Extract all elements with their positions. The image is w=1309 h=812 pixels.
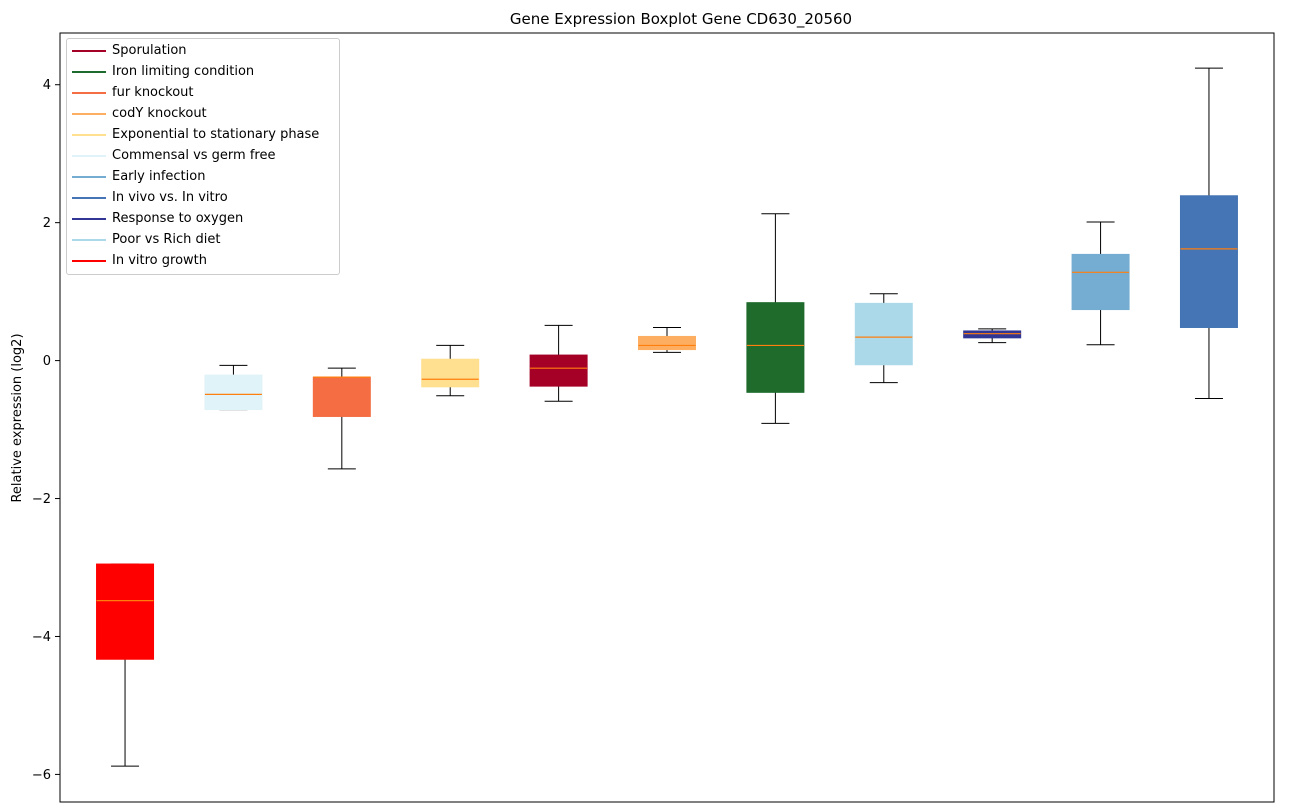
box-iqr — [746, 302, 805, 393]
y-tick-label: −6 — [32, 768, 51, 783]
legend-item: In vitro growth — [67, 251, 339, 272]
legend-label: codY knockout — [112, 106, 207, 121]
legend-label: In vitro growth — [112, 253, 207, 268]
legend-item: Exponential to stationary phase — [67, 125, 339, 146]
legend-swatch — [72, 176, 106, 178]
y-tick-label: −2 — [32, 492, 51, 507]
box-fur-knockout — [312, 367, 371, 470]
legend-label: Exponential to stationary phase — [112, 127, 320, 142]
legend-item: Response to oxygen — [67, 209, 339, 230]
legend-label: In vivo vs. In vitro — [112, 190, 228, 205]
y-tick-label: 4 — [43, 78, 51, 93]
box-in-vitro-growth — [96, 563, 155, 767]
y-tick-label: 0 — [43, 354, 51, 369]
box-iqr — [638, 335, 696, 351]
box-cody-knockout — [638, 326, 696, 353]
legend-label: Poor vs Rich diet — [112, 232, 221, 247]
legend-item: Sporulation — [67, 41, 339, 62]
box-iqr — [963, 330, 1022, 339]
box-iqr — [96, 563, 155, 660]
legend-label: Sporulation — [112, 43, 187, 58]
box-iron-limiting-condition — [746, 213, 805, 424]
box-iqr — [1179, 195, 1238, 328]
legend-swatch — [72, 260, 106, 262]
legend-swatch — [72, 50, 106, 52]
legend-item: codY knockout — [67, 104, 339, 125]
legend-swatch — [72, 197, 106, 199]
y-axis-label: Relative expression (log2) — [10, 333, 25, 502]
y-axis-ticks: −6 −4 −2 0 2 4 — [32, 78, 60, 783]
box-response-to-oxygen — [963, 328, 1022, 344]
box-sporulation — [529, 324, 588, 402]
box-early-infection — [1071, 221, 1130, 346]
legend-item: Commensal vs germ free — [67, 146, 339, 167]
legend-item: fur knockout — [67, 83, 339, 104]
chart-title: Gene Expression Boxplot Gene CD630_20560 — [510, 10, 852, 29]
legend-swatch — [72, 239, 106, 241]
box-in-vivo-vs-in-vitro — [1179, 67, 1238, 400]
legend-label: Response to oxygen — [112, 211, 244, 226]
legend-swatch — [72, 134, 106, 136]
legend-item: In vivo vs. In vitro — [67, 188, 339, 209]
legend-item: Early infection — [67, 167, 339, 188]
legend-label: Iron limiting condition — [112, 64, 255, 79]
legend-swatch — [72, 92, 106, 94]
box-commensal-vs-germ-free — [204, 364, 263, 411]
legend-item: Poor vs Rich diet — [67, 230, 339, 251]
boxes-group — [96, 67, 1238, 767]
y-tick-label: 2 — [43, 216, 51, 231]
legend-swatch — [72, 218, 106, 220]
legend-label: fur knockout — [112, 85, 194, 100]
box-iqr — [529, 354, 588, 387]
box-iqr — [204, 374, 263, 411]
box-iqr — [421, 358, 480, 388]
box-iqr — [1071, 253, 1130, 311]
legend-label: Early infection — [112, 169, 206, 184]
legend-swatch — [72, 113, 106, 115]
legend-label: Commensal vs germ free — [112, 148, 276, 163]
box-iqr — [854, 302, 913, 366]
plot-area-frame — [59, 32, 1275, 803]
legend-item: Iron limiting condition — [67, 62, 339, 83]
legend-swatch — [72, 71, 106, 73]
y-tick-label: −4 — [32, 630, 51, 645]
box-iqr — [312, 376, 371, 417]
legend-swatch — [72, 155, 106, 157]
box-exponential-to-stationary-phase — [421, 344, 480, 397]
box-poor-vs-rich-diet — [854, 293, 913, 384]
legend: Sporulation Iron limiting condition fur kn… — [66, 38, 340, 275]
